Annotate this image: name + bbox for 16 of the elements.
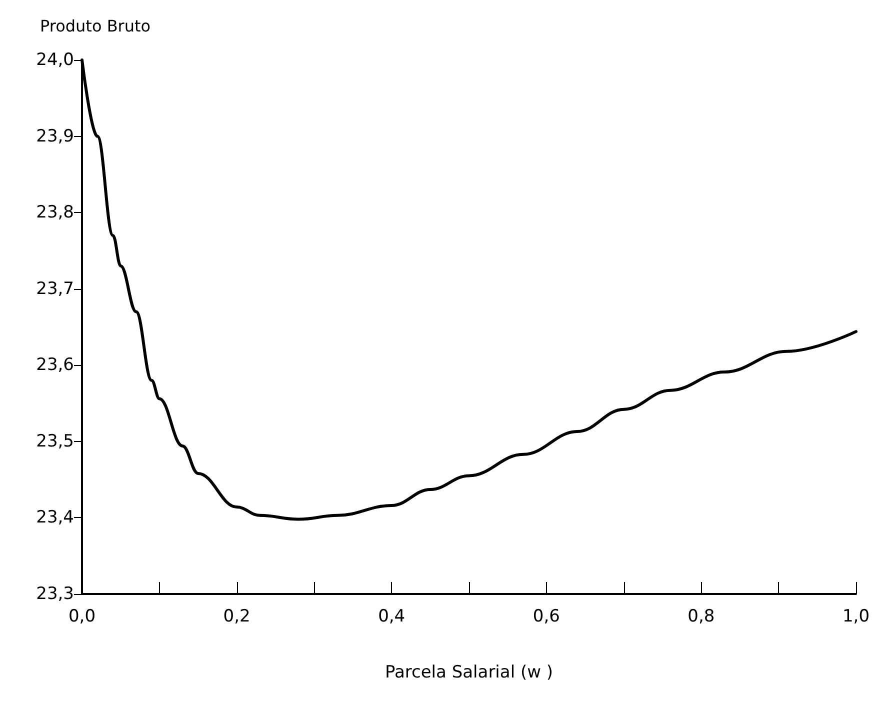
y-tick-label: 23,3 [36, 584, 74, 604]
x-tick-label: 0,0 [68, 606, 96, 626]
x-tick-label: 0,4 [378, 606, 406, 626]
x-axis-title: Parcela Salarial (w ) [384, 662, 554, 682]
y-tick-label: 23,8 [36, 202, 74, 223]
y-tick-label: 24,0 [36, 50, 74, 70]
x-tick-label: 0,6 [532, 606, 560, 626]
x-tick-label: 0,8 [688, 606, 715, 626]
y-tick-label: 23,4 [36, 508, 74, 528]
x-tick-label: 1,0 [842, 606, 870, 626]
x-tick-label: 0,2 [223, 606, 250, 626]
y-tick-label: 23,5 [36, 431, 74, 452]
y-tick-label: 23,7 [36, 278, 74, 299]
y-tick-label: 23,6 [36, 355, 74, 376]
y-axis-title: Produto Bruto [40, 16, 151, 36]
y-tick-label: 23,9 [36, 126, 74, 146]
